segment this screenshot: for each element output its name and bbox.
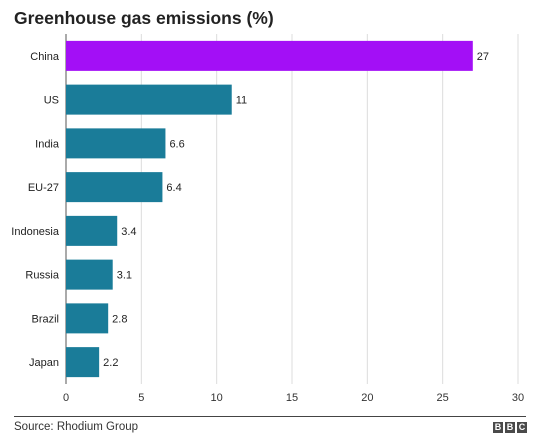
value-label: 3.1 (117, 270, 132, 282)
x-tick-label: 15 (286, 392, 298, 404)
x-tick-label: 30 (512, 392, 524, 404)
value-label: 2.8 (112, 313, 127, 325)
value-label: 3.4 (121, 226, 136, 238)
category-labels: China US India EU-27 Indonesia Russia Brazil Ja… (11, 51, 60, 369)
category-label: EU-27 (28, 182, 59, 194)
logo-letter-2: B (505, 422, 515, 433)
x-tick-label: 5 (138, 392, 144, 404)
bar-indonesia (66, 215, 118, 246)
bar-us (66, 84, 232, 115)
x-axis-ticks: 0 5 10 15 20 25 30 (63, 392, 524, 404)
bar-brazil (66, 303, 109, 334)
x-tick-label: 0 (63, 392, 69, 404)
x-tick-label: 10 (211, 392, 223, 404)
category-label: US (44, 95, 59, 107)
bar-eu-27 (66, 172, 163, 203)
chart-title: Greenhouse gas emissions (%) (14, 8, 274, 28)
x-tick-label: 25 (437, 392, 449, 404)
value-label: 6.6 (169, 138, 184, 150)
value-label: 11 (236, 95, 247, 107)
bar-russia (66, 259, 113, 290)
category-label: Brazil (31, 313, 59, 325)
logo-letter-3: C (517, 422, 527, 433)
value-label: 6.4 (166, 182, 181, 194)
value-label: 2.2 (103, 357, 118, 369)
logo-letter-1: B (493, 422, 503, 433)
bar-china (66, 40, 473, 71)
footer-divider (14, 416, 526, 417)
bbc-logo: B B C (493, 422, 527, 433)
category-label: India (35, 138, 60, 150)
category-label: China (30, 51, 60, 63)
category-label: Russia (25, 270, 60, 282)
x-tick-label: 20 (361, 392, 373, 404)
category-label: Japan (29, 357, 59, 369)
source-note: Source: Rhodium Group (14, 421, 139, 433)
value-labels: 27 11 6.6 6.4 3.4 3.1 2.8 2.2 (103, 51, 489, 369)
category-label: Indonesia (11, 226, 60, 238)
bar-india (66, 128, 166, 159)
value-label: 27 (477, 51, 489, 63)
bar-japan (66, 347, 100, 378)
bars (66, 40, 473, 378)
